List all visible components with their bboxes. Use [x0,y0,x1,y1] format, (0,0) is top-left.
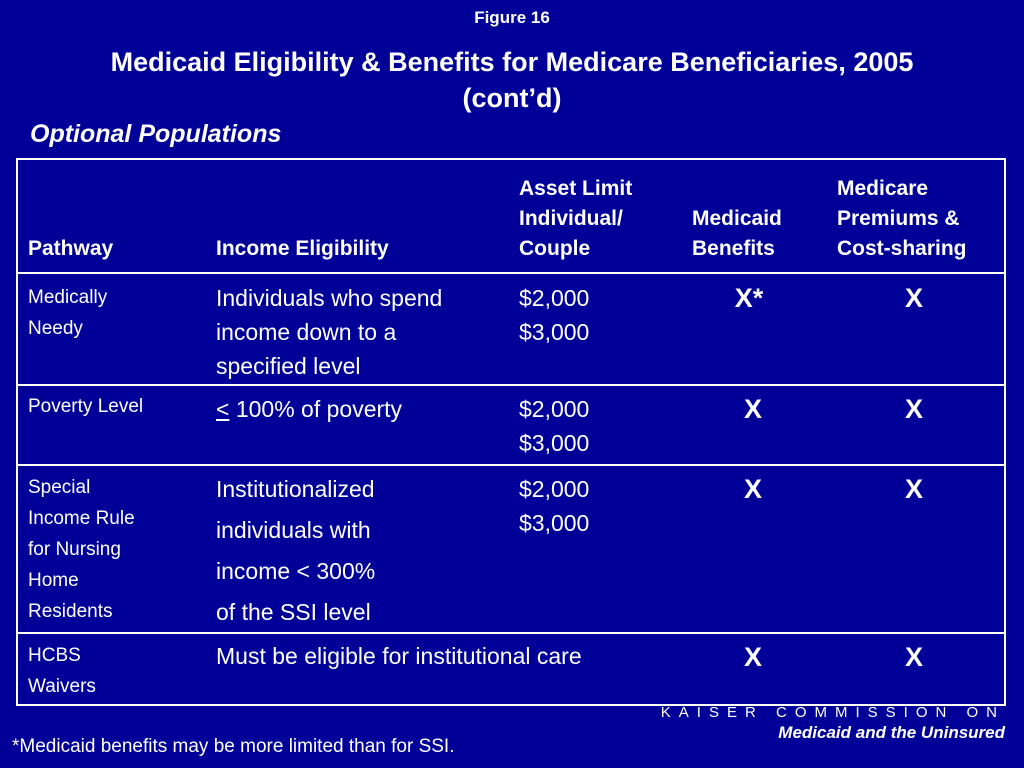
logo-bottom-text: Medicaid and the Uninsured [778,723,1005,742]
header-asset-limit: Asset Limit Individual/ Couple [519,174,632,264]
row-premiums-mark: X [904,642,923,672]
header-medicare-premiums: Medicare Premiums & Cost-sharing [837,174,967,264]
pathway-line: Residents [28,601,113,622]
income-line: specified level [216,353,361,379]
header-premiums-line-1: Medicare [837,177,929,200]
kaiser-logo: KAISER COMMISSION ON Medicaid and the Un… [655,704,1005,744]
header-asset-line-1: Asset Limit [519,177,633,200]
title-line-1: Medicaid Eligibility & Benefits for Medi… [110,47,914,77]
row-benefits-mark: X* [734,283,764,313]
table-row: Medically Needy Individuals who spend in… [18,274,1004,386]
row-premiums-mark: X [904,283,923,313]
header-benefits-line-1: Medicaid [692,207,782,230]
pathway-line: Needy [28,318,83,339]
income-line: individuals with [216,517,371,543]
page-title: Medicaid Eligibility & Benefits for Medi… [20,44,1004,116]
row-benefits-mark: X [743,642,762,672]
income-line: 100% of poverty [229,396,403,422]
subtitle: Optional Populations [30,120,282,148]
row-benefits-mark: X [743,474,762,504]
pathway-line: Income Rule [28,508,135,529]
pathway-line: Waivers [28,676,96,697]
income-line: Individuals who spend [216,285,443,311]
asset-value: $3,000 [519,430,590,456]
header-asset-line-2: Individual/ [519,207,623,230]
row-income: Institutionalized individuals with incom… [216,469,375,633]
row-premiums-mark: X [904,474,923,504]
row-asset: $2,000 $3,000 [519,392,589,460]
logo-top-text: KAISER COMMISSION ON [660,704,1005,721]
table-row: Poverty Level < 100% of poverty $2,000 $… [18,386,1004,466]
title-line-2: (cont’d) [462,83,562,113]
header-benefits-line-2: Benefits [692,237,775,260]
asset-value: $2,000 [519,285,590,311]
row-pathway: Special Income Rule for Nursing Home Res… [28,472,135,627]
header-premiums-line-2: Premiums & [837,207,960,230]
less-equal-sign: < [216,396,230,422]
row-asset: $2,000 $3,000 [519,281,589,349]
asset-value: $2,000 [519,476,590,502]
asset-value: $3,000 [519,510,590,536]
figure-label: Figure 16 [474,8,550,27]
header-premiums-line-3: Cost-sharing [837,237,967,260]
header-asset-line-3: Couple [519,237,591,260]
row-income: Must be eligible for institutional care [216,639,582,673]
header-income-eligibility: Income Eligibility [216,237,389,260]
asset-value: $3,000 [519,319,590,345]
pathway-line: Medically [28,287,108,308]
asset-value: $2,000 [519,396,590,422]
header-medicaid-benefits: Medicaid Benefits [692,204,782,264]
eligibility-table: Pathway Income Eligibility Asset Limit I… [16,158,1006,706]
row-pathway: Medically Needy [28,282,107,344]
footnote: *Medicaid benefits may be more limited t… [12,736,455,757]
table-row: HCBS Waivers Must be eligible for instit… [18,634,1004,704]
income-line: Must be eligible for institutional care [216,643,582,669]
income-line: Institutionalized [216,476,375,502]
table-header-row: Pathway Income Eligibility Asset Limit I… [18,160,1004,274]
row-benefits-mark: X [743,394,762,424]
table-row: Special Income Rule for Nursing Home Res… [18,466,1004,634]
pathway-line: Poverty Level [28,396,144,417]
income-line: income down to a [216,319,397,345]
row-income: < 100% of poverty [216,392,402,426]
pathway-line: Special [28,477,91,498]
header-pathway: Pathway [28,237,114,260]
row-income: Individuals who spend income down to a s… [216,281,442,383]
row-premiums-mark: X [904,394,923,424]
row-asset: $2,000 $3,000 [519,472,589,540]
pathway-line: for Nursing [28,539,121,560]
row-pathway: HCBS Waivers [28,640,96,702]
income-line: of the SSI level [216,599,371,625]
row-pathway: Poverty Level [28,391,143,422]
pathway-line: Home [28,570,79,591]
income-line: income < 300% [216,558,376,584]
pathway-line: HCBS [28,645,81,666]
